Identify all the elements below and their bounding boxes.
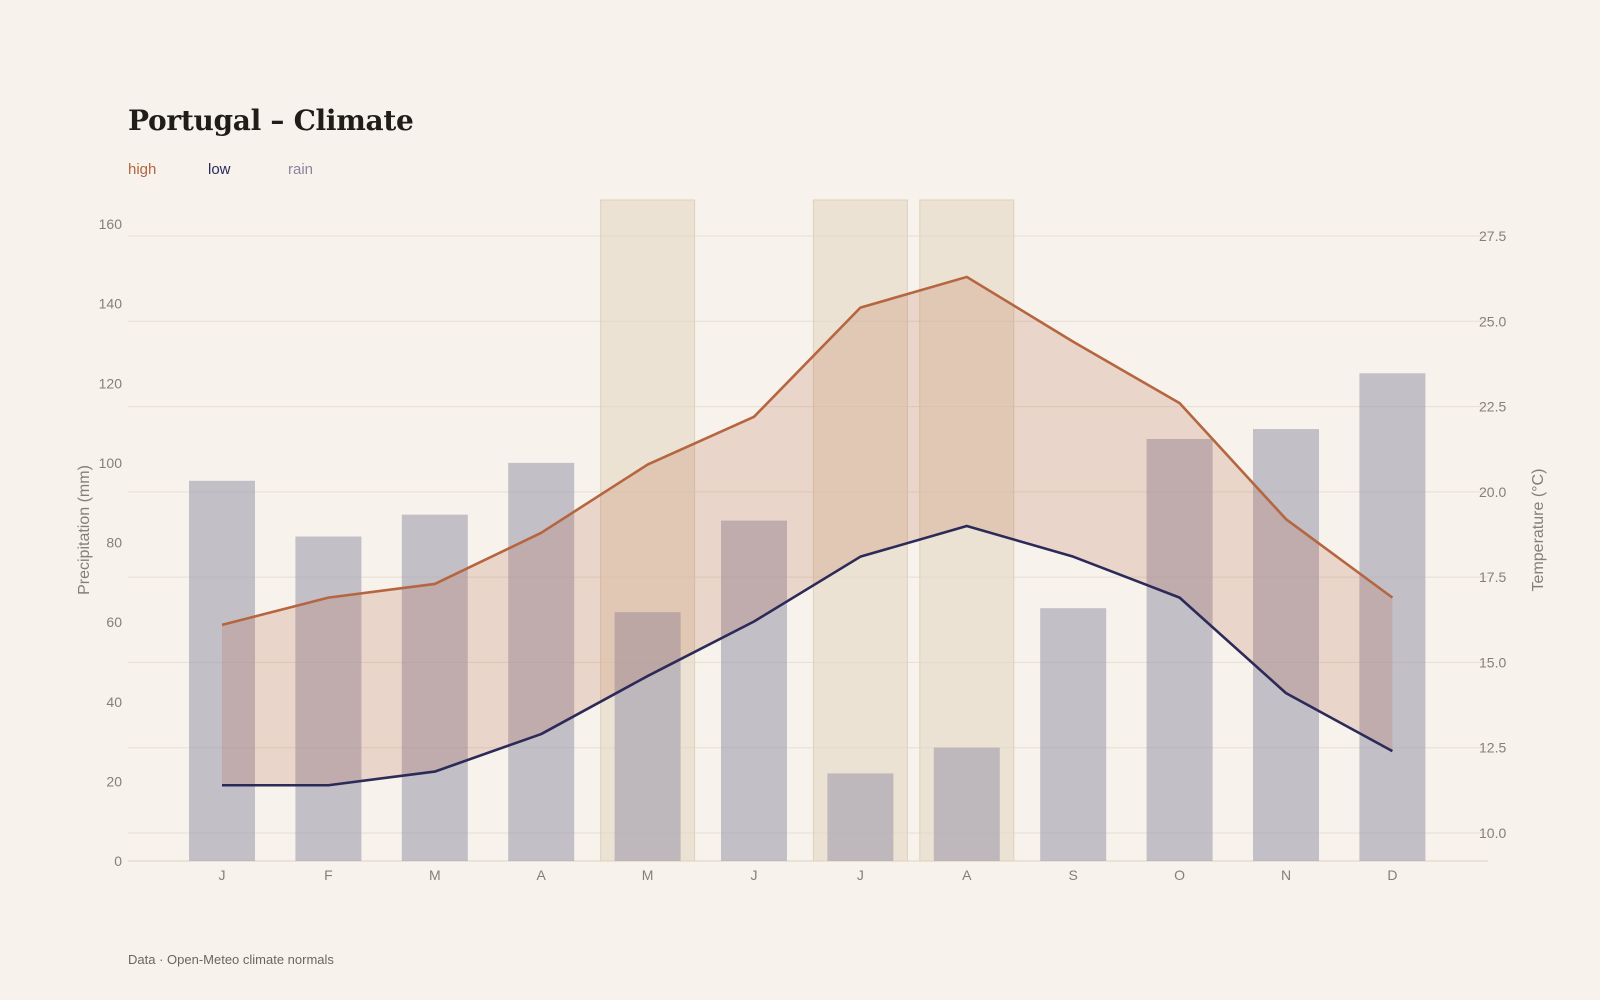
rain-bar [614,612,681,861]
rain-bar [295,536,362,861]
rain-bar [933,747,1000,861]
x-tick-label: J [219,867,226,883]
temperature-lines [221,275,1394,787]
rain-bar [189,480,255,861]
temperature-band [222,276,1393,786]
x-tick-label: A [537,867,547,883]
rain-bar [1253,429,1319,861]
rain-bar [721,520,787,861]
rain-bars [189,373,1426,861]
y-right-tick-label: 12.5 [1479,740,1506,756]
y-left-tick-label: 120 [99,375,123,391]
legend-item-high: high [128,161,157,178]
y-right-tick-label: 25.0 [1479,313,1506,329]
x-tick-label: J [751,867,758,883]
x-tick-label: S [1069,867,1078,883]
low-temperature-line [222,524,1394,787]
y-left-tick-label: 0 [114,853,122,869]
y-left-axis-title: Precipitation (mm) [76,465,93,595]
x-tick-label: J [857,867,864,883]
y-right-tick-label: 15.0 [1479,654,1506,670]
legend-item-rain: rain [288,161,314,178]
y-left-tick-label: 100 [99,455,123,471]
x-tick-label: A [962,867,972,883]
x-tick-label: F [324,867,333,883]
high-temperature-line [221,275,1394,627]
y-right-tick-label: 20.0 [1479,484,1506,500]
x-tick-label: O [1174,867,1185,883]
legend-item-low: low [208,161,231,178]
axes: 0 20 40 60 80 100 120 140 160 10.0 12.5 15.0 17.5 20.… [76,216,1547,883]
highlight-band [812,199,908,862]
rain-bar [1040,608,1107,861]
y-left-tick-label: 140 [99,296,123,312]
y-left-tick-label: 80 [106,535,122,551]
x-tick-label: D [1387,867,1397,883]
y-right-tick-label: 17.5 [1479,569,1506,585]
temperature-range-area [222,276,1393,786]
x-tick-label: N [1281,867,1291,883]
y-right-tick-label: 22.5 [1479,399,1506,415]
source-note: Data · Open-Meteo climate normals [128,952,334,967]
y-right-tick-label: 10.0 [1479,825,1506,841]
y-right-tick-label: 27.5 [1479,228,1506,244]
x-tick-label: M [429,867,441,883]
y-left-tick-label: 160 [99,216,123,232]
y-left-tick-label: 60 [106,614,122,630]
rain-bar [508,462,575,861]
y-right-axis-title: Temperature (°C) [1530,469,1547,592]
rain-bar [1359,373,1426,861]
x-tick-label: M [642,867,654,883]
rain-bar [827,773,894,861]
y-left-tick-label: 40 [106,694,122,710]
chart-title: Portugal – Climate [128,104,414,137]
y-left-tick-label: 20 [106,773,122,789]
rain-bar [1146,438,1213,861]
